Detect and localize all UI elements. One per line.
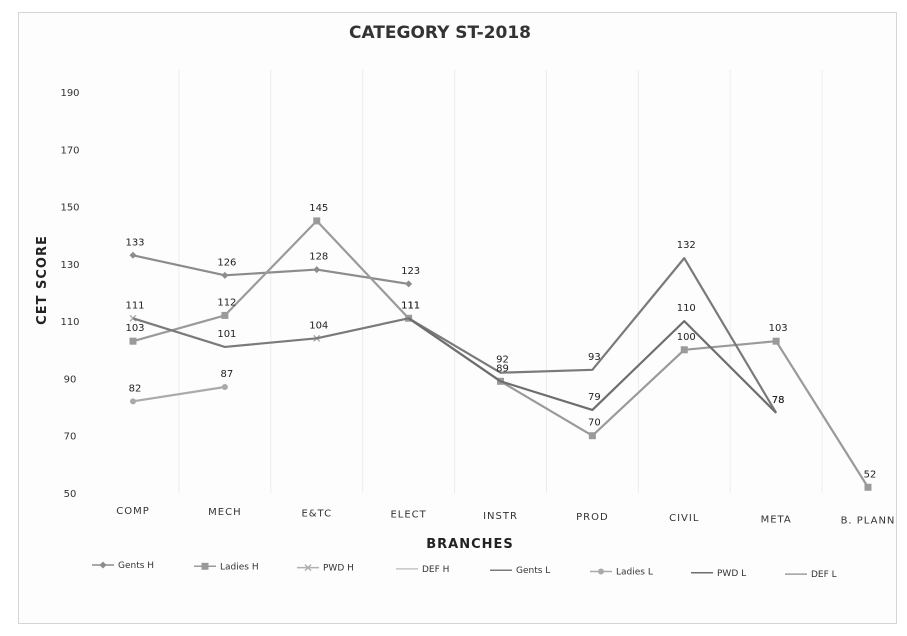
x-tick-label: B. PLANN [841, 516, 896, 527]
legend-label: DEF L [811, 570, 837, 580]
series-ladies-l [130, 384, 228, 405]
data-label-ladies-l: 82 [129, 383, 142, 394]
legend-swatch-marker [201, 562, 209, 570]
data-label-ladies-h: 112 [217, 297, 236, 308]
x-tick-label: E&TC [301, 508, 332, 519]
chart-legend: Gents H Ladies H PWD H DEF H Gents L Ladies L… [92, 561, 837, 580]
legend-swatch-marker [304, 564, 312, 572]
data-label-ladies-h: 103 [769, 323, 788, 334]
y-tick-label: 70 [64, 432, 77, 443]
data-label-gents-h: 128 [309, 252, 328, 263]
data-label-ladies-h: 89 [496, 363, 509, 374]
legend-label: Ladies L [616, 568, 653, 578]
data-label-gents-l: 78 [772, 395, 785, 406]
series-gents-l [132, 257, 778, 414]
data-label-ladies-l: 87 [221, 369, 234, 380]
series-line-gents-l [132, 257, 778, 414]
legend-item-gents-l: Gents L [490, 566, 550, 576]
gridlines [178, 70, 823, 493]
x-tick-label: ELECT [390, 510, 426, 521]
data-label-pwd-l: 79 [588, 392, 601, 403]
y-tick-label: 190 [60, 88, 79, 99]
y-tick-label: 150 [60, 203, 79, 214]
series-layer [129, 217, 872, 491]
data-label-pwd-l: 110 [677, 303, 696, 314]
y-axis-ticks: 50 70 90 110 130 150 170 190 [60, 88, 79, 500]
series-line-ladies-l [132, 385, 226, 403]
x-tick-label: CIVIL [669, 513, 699, 524]
x-tick-label: META [761, 514, 792, 525]
data-point-ladies-h [680, 346, 688, 354]
data-label-ladies-h: 100 [677, 332, 696, 343]
x-tick-label: INSTR [483, 511, 518, 522]
data-label-ladies-h: 145 [309, 203, 328, 214]
legend-label: DEF H [422, 565, 449, 575]
data-point-ladies-h [313, 217, 321, 225]
data-label-gents-h: 126 [217, 257, 236, 268]
data-label-ladies-h: 70 [588, 418, 601, 429]
data-label-ladies-h: 111 [401, 300, 420, 311]
data-point-gents-h [405, 280, 413, 288]
legend-item-pwd-h: PWD H [297, 564, 354, 574]
data-label-pwd-h: 104 [309, 320, 328, 331]
series-line-gents-h [132, 254, 409, 285]
data-point-ladies-h [588, 432, 596, 440]
data-point-gents-h [129, 251, 137, 259]
legend-label: Ladies H [220, 562, 259, 572]
data-label-gents-l: 132 [677, 240, 696, 251]
data-label-gents-l: 93 [588, 352, 601, 363]
data-point-ladies-l [221, 384, 228, 391]
data-label-gents-l: 92 [496, 355, 509, 366]
y-tick-label: 50 [64, 489, 77, 500]
x-tick-label: COMP [116, 506, 150, 517]
legend-swatch-marker [99, 561, 107, 569]
data-point-ladies-h [772, 337, 780, 345]
data-point-ladies-h [129, 337, 137, 345]
x-axis-title: BRANCHES [426, 537, 514, 552]
legend-item-ladies-h: Ladies H [194, 562, 259, 572]
data-point-ladies-l [130, 398, 136, 405]
x-axis-ticks: COMP MECH E&TC ELECT INSTR PROD CIVIL META B. PL… [116, 506, 896, 527]
chart-frame [18, 12, 897, 624]
legend-item-def-h: DEF H [396, 565, 449, 575]
data-point-gents-h [313, 266, 321, 274]
data-label-gents-l: 111 [401, 300, 420, 311]
chart-title: CATEGORY ST-2018 [349, 23, 531, 43]
legend-label: Gents L [516, 566, 550, 576]
legend-item-pwd-l: PWD L [691, 569, 746, 579]
data-label-gents-l: 101 [217, 329, 236, 340]
data-label-gents-h: 133 [125, 237, 144, 248]
legend-item-gents-h: Gents H [92, 561, 154, 571]
legend-swatch-marker [598, 568, 604, 575]
y-tick-label: 90 [64, 374, 77, 385]
data-label-gents-h: 123 [401, 266, 420, 277]
y-axis-title: CET SCORE [35, 235, 50, 325]
y-tick-label: 110 [60, 317, 79, 328]
data-label-pwd-h: 111 [125, 300, 144, 311]
data-label-ladies-h: 52 [864, 469, 877, 480]
legend-item-def-l: DEF L [785, 570, 837, 580]
y-tick-label: 130 [60, 260, 79, 271]
data-label-ladies-h: 103 [125, 323, 144, 334]
legend-label: PWD H [323, 564, 354, 574]
series-gents-h [129, 251, 413, 288]
data-point-ladies-h [221, 311, 229, 319]
series-line-pwd-l [408, 317, 777, 414]
data-labels: 133 126 128 123 103 112 145 111 89 70 100 103 52 111 1… [125, 203, 876, 480]
series-pwd-l [408, 317, 777, 414]
legend-label: Gents H [118, 561, 154, 571]
legend-item-ladies-l: Ladies L [590, 568, 653, 578]
data-point-ladies-h [864, 483, 872, 491]
y-tick-label: 170 [60, 145, 79, 156]
x-tick-label: PROD [576, 512, 609, 523]
data-label-pwd-l: 78 [772, 395, 785, 406]
data-point-gents-h [221, 271, 229, 279]
legend-label: PWD L [717, 569, 746, 579]
x-tick-label: MECH [208, 507, 241, 518]
